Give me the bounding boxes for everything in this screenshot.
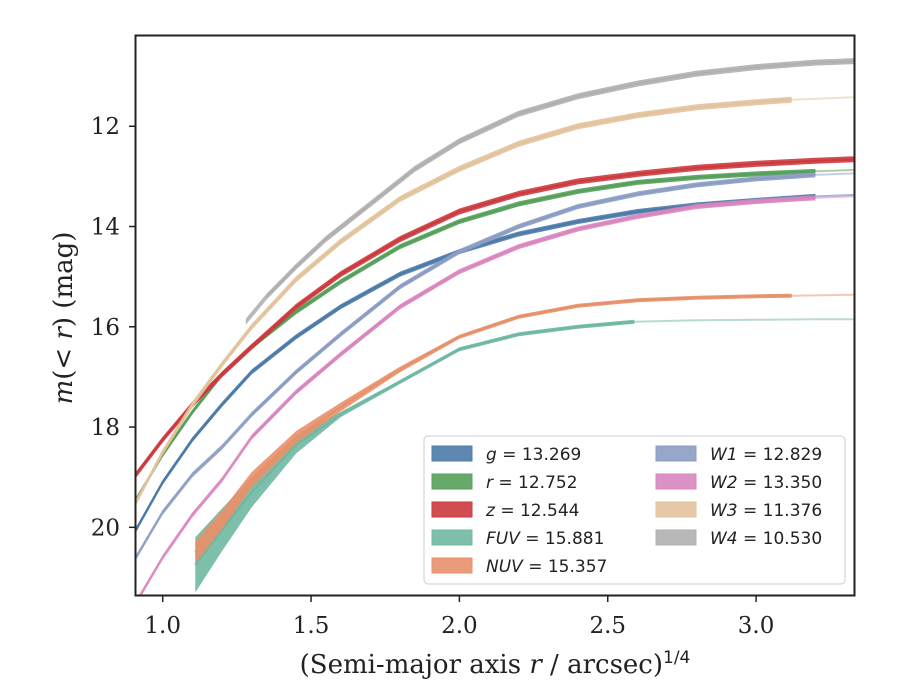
series-nuv xyxy=(194,293,854,564)
x-axis-ticks: 1.0 1.5 2.0 2.5 3.0 xyxy=(144,595,774,639)
legend-item-w4: W4 = 10.530 xyxy=(655,529,822,549)
series-w1 xyxy=(136,172,854,560)
series-w3-line xyxy=(136,98,792,503)
legend-label: NUV = 15.357 xyxy=(486,557,607,577)
legend-label: W4 = 10.530 xyxy=(710,529,822,549)
series-w4-line xyxy=(265,60,854,298)
series-z-line xyxy=(136,158,854,476)
legend-swatch xyxy=(431,557,473,574)
series-fuv xyxy=(194,318,854,593)
legend-label: W3 = 11.376 xyxy=(710,501,822,521)
series-w2-inner xyxy=(139,436,253,595)
legend-swatch xyxy=(431,529,473,546)
series-w3-extension xyxy=(791,96,854,101)
x-tick-label: 1.0 xyxy=(144,613,181,639)
legend: g = 13.269 r = 12.752 z = 12.544 FUV = 15.8… xyxy=(423,435,846,585)
y-tick-label: 14 xyxy=(91,215,120,241)
y-axis-label-m: m xyxy=(49,380,79,405)
x-axis-label-after: / arcsec) xyxy=(542,650,663,680)
plot-frame xyxy=(134,34,856,597)
legend-swatch xyxy=(431,473,473,490)
series-nuv-extension xyxy=(791,293,854,297)
legend-swatch xyxy=(655,473,697,490)
legend-label: z = 12.544 xyxy=(485,501,579,521)
series-z xyxy=(136,156,854,478)
legend-label: FUV = 15.881 xyxy=(486,529,604,549)
legend-item-fuv: FUV = 15.881 xyxy=(431,529,604,549)
series-w1-line xyxy=(250,173,816,416)
series-g-extension xyxy=(815,193,854,198)
legend-swatch xyxy=(655,445,697,462)
x-tick-label: 2.0 xyxy=(441,613,478,639)
series-fuv-extension xyxy=(634,318,854,323)
series-w2-line xyxy=(250,196,816,438)
series-nuv-band xyxy=(195,293,792,564)
x-tick-label: 2.5 xyxy=(589,613,626,639)
legend-swatch xyxy=(431,445,473,462)
x-axis-label-before: (Semi-major axis xyxy=(300,650,530,680)
legend-item-w3: W3 = 11.376 xyxy=(655,501,822,521)
series-layer xyxy=(136,58,854,595)
y-tick-label: 20 xyxy=(91,515,120,541)
series-r xyxy=(136,168,854,503)
legend-item-r: r = 12.752 xyxy=(431,473,578,493)
y-tick-label: 16 xyxy=(91,315,120,341)
legend-item-z: z = 12.544 xyxy=(431,501,579,521)
y-tick-label: 12 xyxy=(91,114,120,140)
series-w1-extension xyxy=(815,172,854,176)
y-axis-label-r: r xyxy=(49,326,79,340)
legend-item-w1: W1 = 12.829 xyxy=(655,445,822,465)
legend-label: g = 13.269 xyxy=(486,445,581,465)
y-tick-label: 18 xyxy=(91,415,120,441)
y-axis-label-paren: (< xyxy=(49,340,79,380)
legend-item-g: g = 13.269 xyxy=(431,445,581,465)
legend-label: W2 = 13.350 xyxy=(710,473,822,493)
series-nuv-line xyxy=(194,294,792,554)
series-w3 xyxy=(136,96,854,506)
legend-item-nuv: NUV = 15.357 xyxy=(431,557,607,577)
x-axis-label-var: r xyxy=(529,650,543,680)
legend-swatch xyxy=(655,529,697,546)
y-axis-label: m(< r) (mag) xyxy=(49,232,79,405)
series-g-line xyxy=(136,195,816,531)
series-w1-inner xyxy=(136,413,253,558)
series-r-line xyxy=(136,170,816,501)
x-tick-label: 3.0 xyxy=(738,613,775,639)
series-w4 xyxy=(245,58,854,325)
series-g xyxy=(136,193,854,533)
series-w2 xyxy=(138,195,854,595)
legend-label: W1 = 12.829 xyxy=(710,445,822,465)
legend-item-w2: W2 = 13.350 xyxy=(655,473,822,493)
series-w2-extension xyxy=(815,195,854,199)
y-axis-label-close: ) xyxy=(49,317,79,327)
x-axis-label: (Semi-major axis r / arcsec)1/4 xyxy=(300,648,691,680)
legend-swatch xyxy=(431,501,473,518)
x-axis-label-exponent: 1/4 xyxy=(663,648,690,668)
legend-label: r = 12.752 xyxy=(486,473,578,493)
series-fuv-line xyxy=(194,320,635,566)
legend-box xyxy=(423,435,846,585)
x-tick-label: 1.5 xyxy=(293,613,330,639)
y-axis-ticks: 12 14 16 18 20 xyxy=(91,114,136,541)
legend-swatch xyxy=(655,501,697,518)
series-r-extension xyxy=(815,168,854,173)
y-axis-label-unit: (mag) xyxy=(49,232,79,317)
